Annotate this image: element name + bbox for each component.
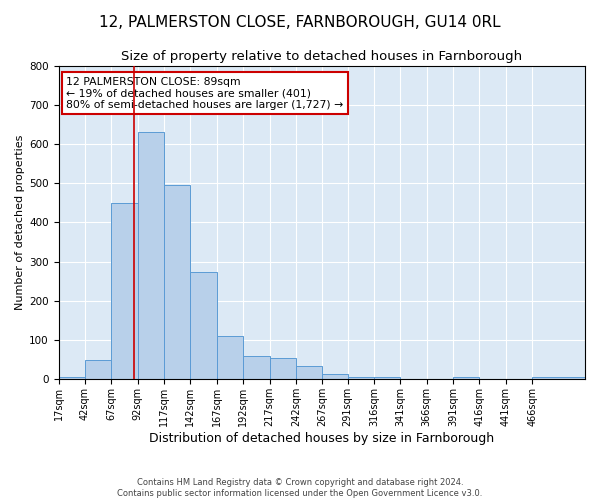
Bar [374, 378, 400, 380]
Bar [243, 356, 269, 380]
Bar [164, 185, 190, 380]
Bar [453, 378, 479, 380]
Bar [85, 360, 111, 380]
X-axis label: Distribution of detached houses by size in Farnborough: Distribution of detached houses by size … [149, 432, 494, 445]
Text: 12 PALMERSTON CLOSE: 89sqm
← 19% of detached houses are smaller (401)
80% of sem: 12 PALMERSTON CLOSE: 89sqm ← 19% of deta… [67, 76, 344, 110]
Text: 12, PALMERSTON CLOSE, FARNBOROUGH, GU14 0RL: 12, PALMERSTON CLOSE, FARNBOROUGH, GU14 … [99, 15, 501, 30]
Bar [217, 336, 243, 380]
Bar [322, 374, 347, 380]
Bar [296, 366, 322, 380]
Bar [59, 378, 85, 380]
Title: Size of property relative to detached houses in Farnborough: Size of property relative to detached ho… [121, 50, 523, 63]
Bar [190, 272, 217, 380]
Bar [532, 378, 585, 380]
Y-axis label: Number of detached properties: Number of detached properties [15, 135, 25, 310]
Bar [347, 378, 374, 380]
Text: Contains HM Land Registry data © Crown copyright and database right 2024.
Contai: Contains HM Land Registry data © Crown c… [118, 478, 482, 498]
Bar [137, 132, 164, 380]
Bar [111, 203, 137, 380]
Bar [269, 358, 296, 380]
